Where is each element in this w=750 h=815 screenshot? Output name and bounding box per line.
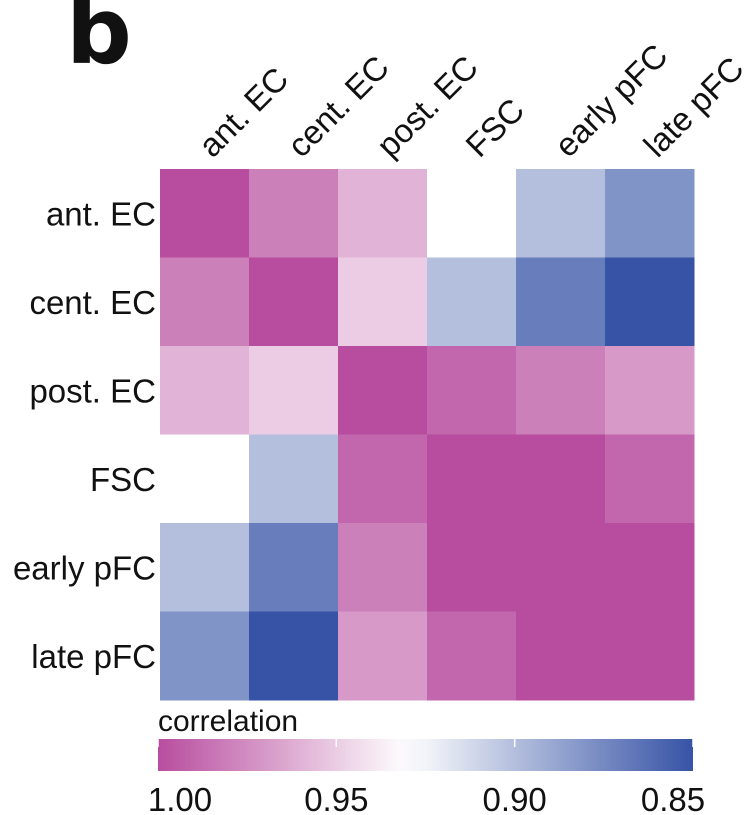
heatmap-cell xyxy=(249,257,339,347)
heatmap-cell xyxy=(160,346,250,435)
heatmap-cell xyxy=(160,257,250,347)
heatmap-cell xyxy=(338,523,428,612)
row-label: cent. EC xyxy=(29,284,156,321)
column-label: ant. EC xyxy=(191,60,295,164)
colorbar-title: correlation xyxy=(158,705,298,738)
heatmap-cell xyxy=(605,346,695,435)
heatmap-cell xyxy=(427,169,517,258)
heatmap-cell xyxy=(338,346,428,435)
heatmap-cell xyxy=(249,346,339,435)
heatmap-cell xyxy=(338,257,428,347)
heatmap-cell xyxy=(516,611,606,701)
heatmap-cell xyxy=(160,169,250,258)
column-label: FSC xyxy=(458,91,531,164)
heatmap-cell xyxy=(427,523,517,612)
row-label: ant. EC xyxy=(46,195,156,232)
colorbar-tick-label: 0.95 xyxy=(304,781,368,815)
colorbar-ticks: 1.00 0.95 0.90 0.85 xyxy=(148,739,705,815)
heatmap-cell xyxy=(516,434,606,524)
heatmap-cell xyxy=(249,434,339,524)
heatmap-cells xyxy=(160,169,695,701)
heatmap-cell xyxy=(427,434,517,524)
colorbar xyxy=(158,739,693,771)
heatmap-cell xyxy=(605,169,695,258)
heatmap-cell xyxy=(605,434,695,524)
heatmap-cell xyxy=(516,257,606,347)
colorbar-tick-label: 0.85 xyxy=(641,781,705,815)
heatmap-cell xyxy=(249,611,339,701)
colorbar-tick-label: 1.00 xyxy=(148,781,212,815)
heatmap-cell xyxy=(338,611,428,701)
panel-label: b xyxy=(66,0,132,85)
heatmap-cell xyxy=(427,346,517,435)
heatmap-cell xyxy=(160,611,250,701)
heatmap-cell xyxy=(516,346,606,435)
row-label: late pFC xyxy=(31,638,156,675)
heatmap-cell xyxy=(160,434,250,524)
heatmap-cell xyxy=(605,523,695,612)
row-label: post. EC xyxy=(29,372,156,409)
heatmap-cell xyxy=(516,523,606,612)
heatmap-cell xyxy=(338,169,428,258)
heatmap-cell xyxy=(427,257,517,347)
heatmap-cell xyxy=(605,611,695,701)
heatmap-cell xyxy=(249,523,339,612)
heatmap-cell xyxy=(160,523,250,612)
heatmap-cell xyxy=(605,257,695,347)
heatmap-cell xyxy=(427,611,517,701)
heatmap-cell xyxy=(338,434,428,524)
row-labels: ant. EC cent. EC post. EC FSC early pFC late … xyxy=(13,195,156,675)
heatmap-cell xyxy=(516,169,606,258)
heatmap-cell xyxy=(249,169,339,258)
row-label: FSC xyxy=(90,461,156,498)
colorbar-tick-label: 0.90 xyxy=(483,781,547,815)
row-label: early pFC xyxy=(13,549,156,586)
